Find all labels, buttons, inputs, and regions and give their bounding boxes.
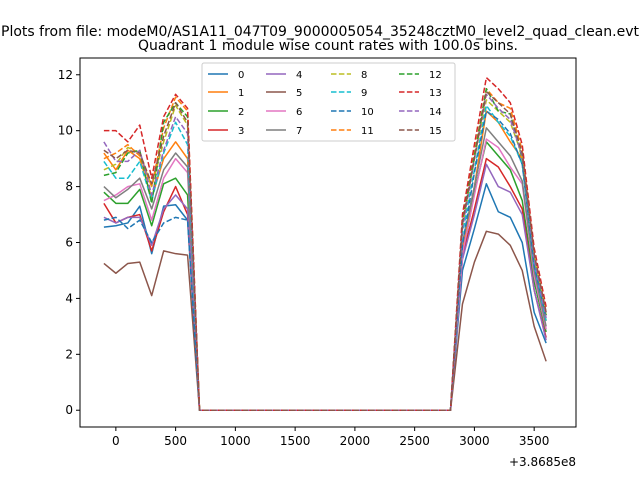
legend-label-1: 1 — [238, 88, 244, 99]
y-tick-label: 6 — [65, 236, 73, 250]
legend-label-3: 3 — [238, 126, 244, 137]
x-tick-label: 1500 — [280, 434, 311, 448]
chart-title: Quadrant 1 module wise count rates with … — [138, 38, 518, 54]
y-tick-label: 4 — [65, 291, 73, 305]
legend-label-13: 13 — [429, 88, 442, 99]
legend-label-2: 2 — [238, 107, 244, 118]
series-line-10 — [103, 110, 547, 411]
y-axis: 0 2 4 6 8 10 12 — [58, 68, 80, 417]
legend-label-15: 15 — [429, 126, 442, 137]
legend-label-4: 4 — [296, 70, 302, 81]
series-layer — [103, 76, 547, 411]
legend-label-10: 10 — [361, 107, 374, 118]
y-tick-label: 12 — [58, 68, 73, 82]
series-line-15 — [103, 90, 547, 411]
legend-box — [201, 62, 456, 142]
y-tick-label: 0 — [65, 403, 73, 417]
x-tick-label: 0 — [112, 434, 120, 448]
y-tick-label: 8 — [65, 180, 73, 194]
y-tick-label: 2 — [65, 347, 73, 361]
figure-suptitle: Plots from file: modeM0/AS1A11_047T09_90… — [1, 24, 639, 40]
legend-label-5: 5 — [296, 88, 302, 99]
x-tick-label: 2000 — [340, 434, 371, 448]
x-tick-label: 3000 — [459, 434, 490, 448]
legend-label-11: 11 — [361, 126, 374, 137]
legend-label-0: 0 — [238, 70, 244, 81]
legend-label-14: 14 — [429, 107, 442, 118]
x-axis-offset-label: +3.8685e8 — [509, 455, 576, 469]
legend-label-8: 8 — [361, 70, 367, 81]
x-tick-label: 3500 — [519, 434, 550, 448]
x-tick-label: 500 — [164, 434, 187, 448]
x-axis: 0 500 1000 1500 2000 2500 3000 3500 — [112, 427, 549, 448]
y-tick-label: 10 — [58, 124, 73, 138]
legend-label-6: 6 — [296, 107, 302, 118]
x-tick-label: 2500 — [399, 434, 430, 448]
legend-label-7: 7 — [296, 126, 302, 137]
legend-label-12: 12 — [429, 70, 442, 81]
x-tick-label: 1000 — [220, 434, 251, 448]
legend-label-9: 9 — [361, 88, 367, 99]
